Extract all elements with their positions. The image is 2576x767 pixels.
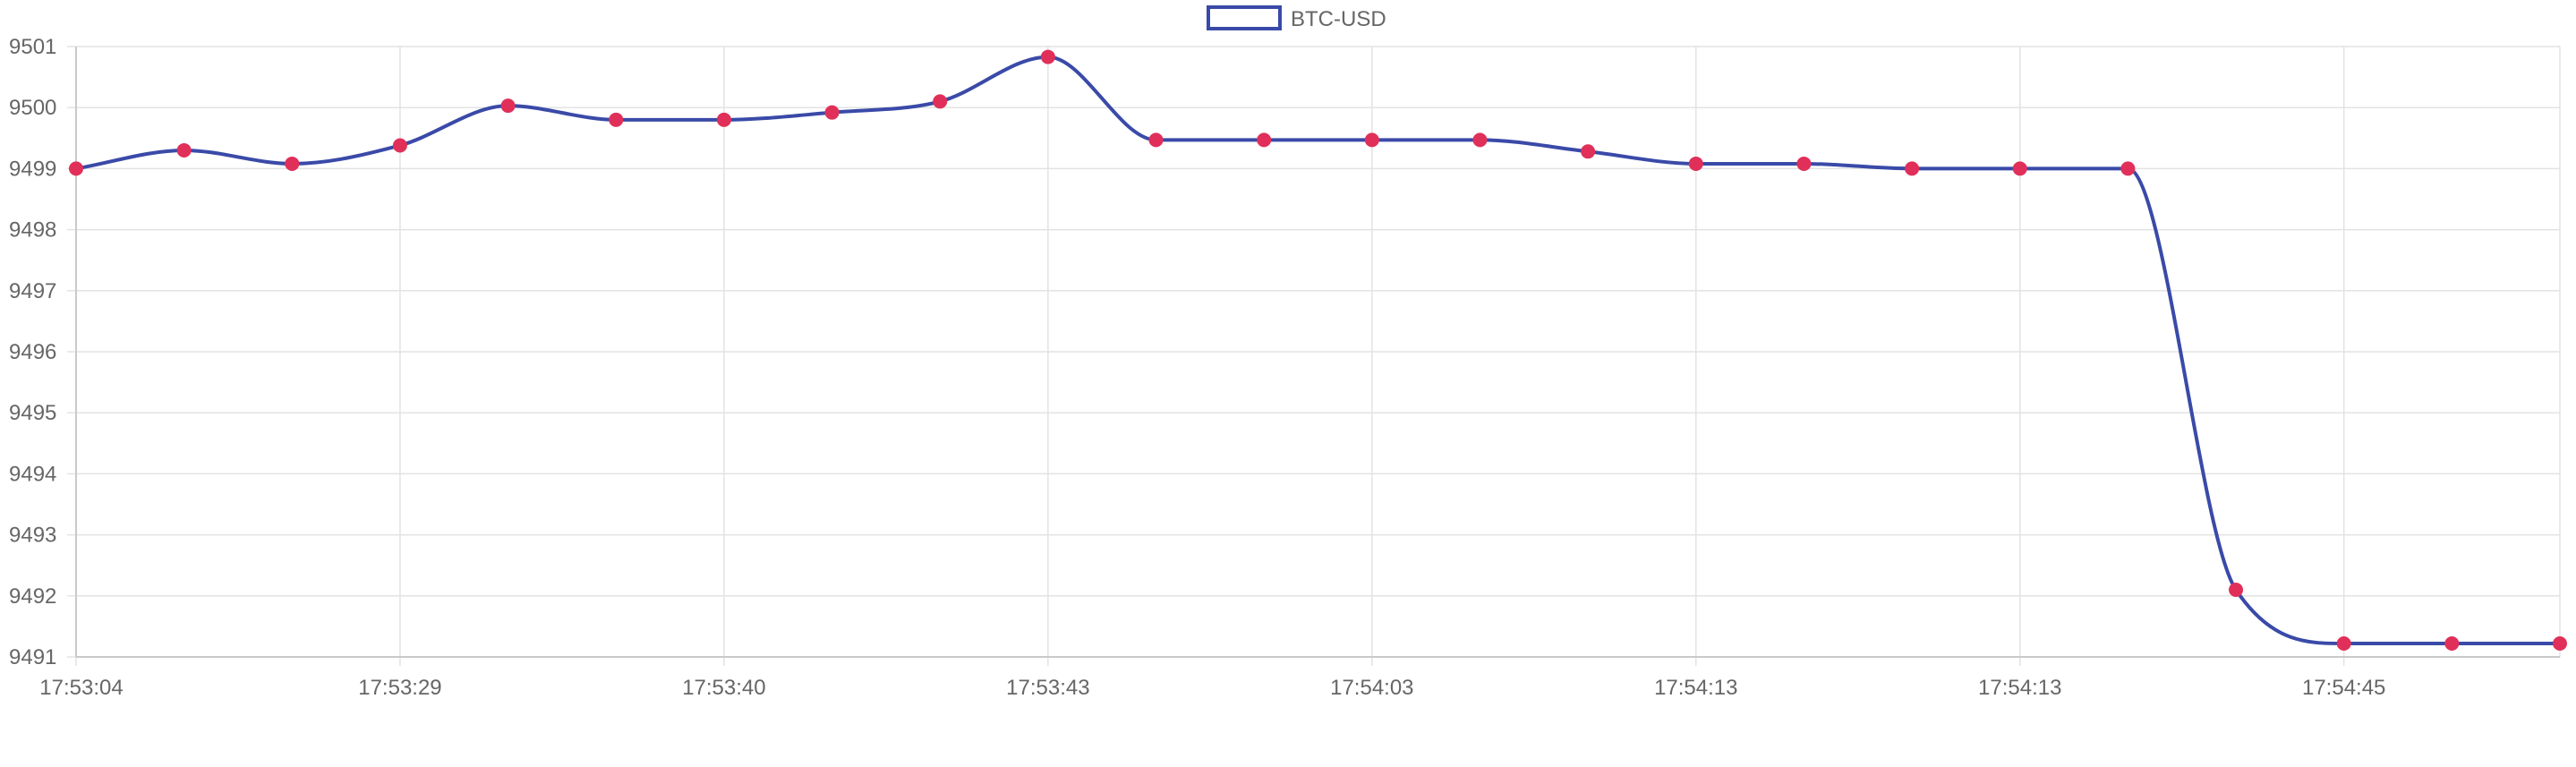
- data-point: [2336, 635, 2351, 651]
- data-point: [1040, 49, 1055, 64]
- y-tick-label: 9496: [9, 340, 56, 364]
- x-tick-label: 17:53:40: [682, 676, 765, 700]
- data-point: [500, 98, 516, 114]
- x-tick-label: 17:54:13: [1978, 676, 2061, 700]
- legend[interactable]: BTC-USD: [1207, 5, 1386, 31]
- axes: [75, 47, 2560, 658]
- data-point: [824, 105, 840, 120]
- data-point: [2553, 635, 2567, 651]
- series-lines: [74, 55, 2562, 645]
- data-point: [285, 156, 300, 171]
- data-point: [2444, 635, 2460, 651]
- y-tick-label: 9492: [9, 584, 56, 609]
- data-point: [69, 161, 83, 176]
- data-point: [1257, 132, 1272, 148]
- data-point: [933, 94, 948, 109]
- y-tick-label: 9494: [9, 462, 56, 486]
- data-point: [1581, 144, 1596, 159]
- data-point: [2012, 161, 2027, 176]
- y-tick-label: 9497: [9, 279, 56, 303]
- y-tick-label: 9493: [9, 524, 56, 548]
- data-point: [2120, 161, 2136, 176]
- x-tick-label: 17:54:03: [1330, 676, 1413, 700]
- y-tick-label: 9495: [9, 401, 56, 425]
- y-tick-labels: 9501 9500 9499 9498 9497 9496 9495 9494 9493 9492…: [9, 35, 56, 669]
- data-point: [716, 112, 731, 127]
- x-tick-label: 17:54:13: [1654, 676, 1737, 700]
- data-point: [1905, 161, 1920, 176]
- data-point: [1472, 132, 1488, 148]
- data-points: [69, 49, 2567, 651]
- data-point: [1364, 132, 1379, 148]
- y-tick-label: 9501: [9, 35, 56, 59]
- data-point: [392, 138, 407, 153]
- x-tick-label: 17:53:04: [39, 676, 123, 700]
- y-tick-label: 9498: [9, 218, 56, 243]
- data-point: [1796, 156, 1812, 171]
- data-point: [1688, 156, 1703, 171]
- data-point: [176, 142, 192, 158]
- data-point: [609, 112, 624, 127]
- data-point: [1148, 132, 1164, 148]
- y-tick-label: 9491: [9, 645, 56, 669]
- x-tick-label: 17:54:45: [2302, 676, 2385, 700]
- y-tick-label: 9499: [9, 157, 56, 181]
- data-point: [2229, 582, 2244, 597]
- y-tick-label: 9500: [9, 96, 56, 120]
- x-tick-label: 17:53:29: [358, 676, 441, 700]
- legend-label-btc-usd[interactable]: BTC-USD: [1291, 7, 1386, 31]
- legend-swatch[interactable]: [1207, 5, 1282, 30]
- x-tick-label: 17:53:43: [1006, 676, 1089, 700]
- series-line-btc-usd: [74, 55, 2562, 645]
- x-tick-labels: 17:53:04 17:53:29 17:53:40 17:53:43 17:54:03…: [39, 676, 2385, 700]
